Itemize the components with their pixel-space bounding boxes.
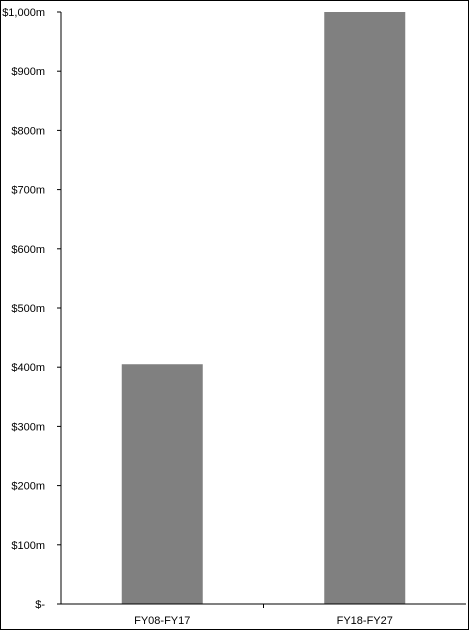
bar-fy18-fy27 — [324, 12, 406, 604]
y-tick-label: $500m — [11, 303, 45, 315]
y-tick-label: $700m — [11, 185, 45, 197]
y-tick-label: $400m — [11, 362, 45, 374]
bar-fy08-fy17 — [121, 364, 203, 604]
y-tick-label: $800m — [11, 125, 45, 137]
x-tick-label: FY18-FY27 — [337, 615, 393, 627]
y-tick-label: $100m — [11, 540, 45, 552]
y-tick-label: $600m — [11, 244, 45, 256]
y-tick-label: $300m — [11, 421, 45, 433]
y-tick-label: $900m — [11, 66, 45, 78]
y-tick-label: $200m — [11, 481, 45, 493]
x-tick-label: FY08-FY17 — [134, 615, 190, 627]
y-tick-label: $- — [35, 599, 45, 611]
y-tick-label: $1,000m — [2, 7, 45, 19]
